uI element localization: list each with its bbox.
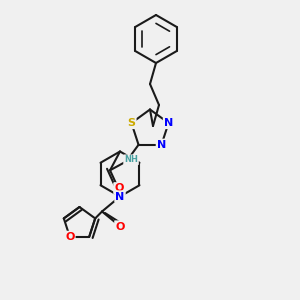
- Text: O: O: [115, 221, 125, 232]
- Text: NH: NH: [124, 155, 138, 164]
- Text: N: N: [164, 118, 173, 128]
- Text: N: N: [157, 140, 166, 150]
- Text: N: N: [116, 191, 124, 202]
- Text: O: O: [65, 232, 74, 242]
- Text: S: S: [128, 118, 136, 128]
- Text: O: O: [114, 183, 124, 193]
